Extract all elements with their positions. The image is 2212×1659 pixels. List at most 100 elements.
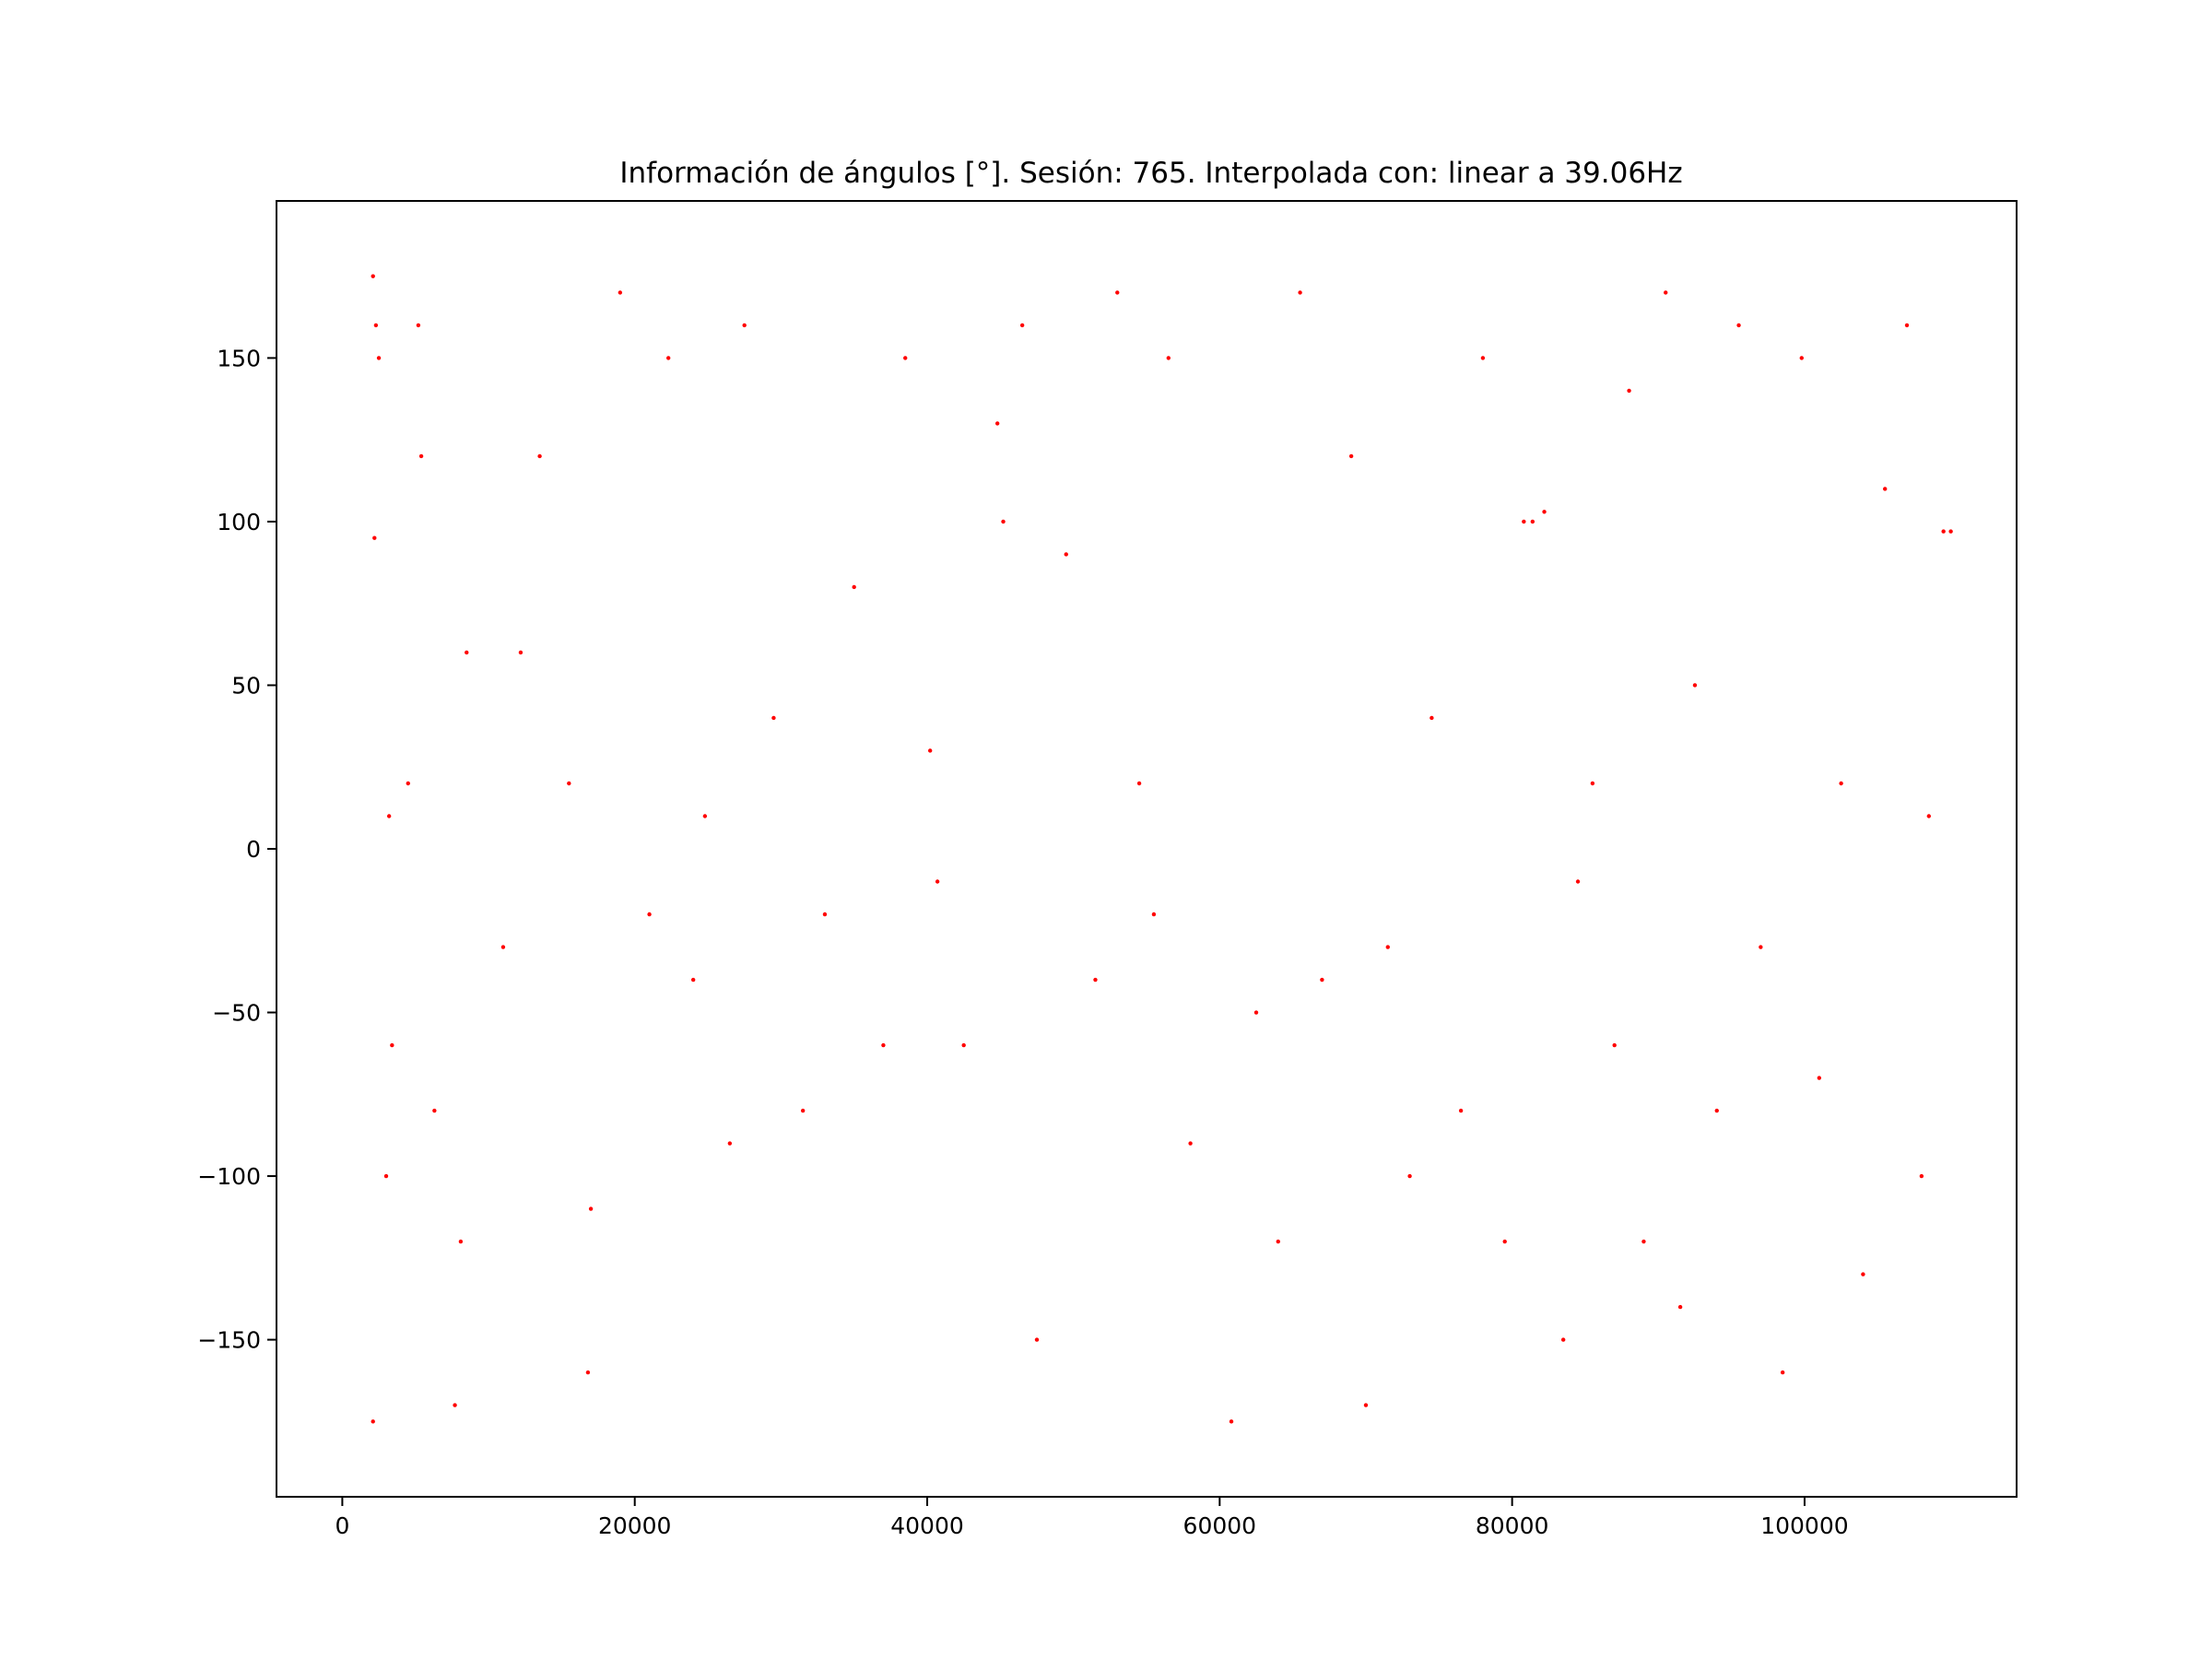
data-point [702, 814, 708, 818]
data-point [994, 421, 1000, 426]
data-point [1151, 912, 1157, 917]
data-point [386, 814, 392, 818]
data-point [727, 1141, 733, 1146]
data-point [567, 781, 571, 786]
data-point [1627, 388, 1631, 394]
data-point [1064, 552, 1068, 557]
data-point [1861, 1272, 1865, 1277]
x-tick-label: 0 [335, 1512, 349, 1539]
data-point [1560, 1337, 1566, 1342]
data-point [383, 1173, 389, 1179]
data-point [1839, 781, 1843, 786]
data-point [852, 584, 856, 590]
data-point [1641, 1239, 1646, 1244]
data-point [1458, 1108, 1464, 1113]
data-point [1093, 977, 1098, 982]
data-point [518, 650, 524, 655]
data-point [1188, 1141, 1193, 1146]
data-point [458, 1239, 464, 1244]
data-point [453, 1403, 457, 1407]
data-point [371, 274, 375, 278]
y-axis: 150 100 50 0 −50 −100 −150 [197, 345, 276, 1354]
y-tick-label: −50 [212, 1000, 261, 1027]
data-point [371, 1419, 375, 1424]
data-point [1799, 356, 1804, 360]
data-point [1502, 1239, 1507, 1244]
y-tick-label: −150 [197, 1327, 261, 1354]
x-tick-label: 100000 [1760, 1512, 1848, 1539]
data-point [1590, 781, 1595, 786]
chart-title: Información de ángulos [°]. Sesión: 765.… [619, 157, 1682, 190]
data-point [376, 356, 382, 360]
x-tick-label: 20000 [598, 1512, 672, 1539]
data-point [1034, 1337, 1040, 1342]
y-tick-label: 50 [231, 672, 261, 699]
data-point [1817, 1076, 1822, 1080]
data-point [1677, 1304, 1683, 1310]
data-point [1407, 1173, 1412, 1179]
data-point [1480, 356, 1486, 360]
data-point [1612, 1042, 1617, 1048]
data-point [1385, 945, 1390, 949]
data-point [1001, 519, 1006, 524]
data-point [418, 453, 424, 459]
data-point [618, 290, 623, 295]
data-point [1759, 945, 1763, 949]
data-point [903, 356, 908, 360]
x-tick-label: 40000 [890, 1512, 964, 1539]
data-point [1019, 323, 1025, 328]
data-point [1298, 290, 1302, 295]
data-point [742, 323, 747, 328]
data-point [432, 1108, 437, 1113]
data-point [822, 912, 828, 917]
y-tick-label: −100 [197, 1163, 261, 1190]
data-point [1166, 356, 1171, 360]
data-point [1115, 290, 1120, 295]
data-point [665, 356, 671, 360]
data-point [1780, 1370, 1785, 1375]
data-point [500, 945, 506, 949]
data-point [800, 1108, 806, 1113]
data-point [1530, 519, 1535, 524]
data-point [588, 1206, 594, 1211]
data-point [1919, 1173, 1924, 1179]
data-point [1348, 453, 1354, 459]
data-point [1320, 977, 1324, 982]
data-point [1941, 529, 1946, 534]
data-point [1736, 323, 1741, 328]
x-tick-label: 60000 [1183, 1512, 1257, 1539]
data-point [416, 323, 421, 328]
data-point [1883, 487, 1888, 491]
y-tick-label: 100 [217, 509, 261, 535]
data-point [881, 1042, 886, 1048]
data-point [1542, 510, 1547, 514]
data-point [390, 1042, 394, 1048]
data-point [1575, 879, 1581, 884]
data-point [961, 1042, 966, 1048]
data-point [585, 1370, 591, 1375]
x-axis: 0 20000 40000 60000 80000 100000 [335, 1497, 1849, 1539]
data-point [935, 879, 940, 884]
x-tick-label: 80000 [1476, 1512, 1549, 1539]
data-point [1714, 1108, 1719, 1113]
data-point [1229, 1419, 1234, 1424]
data-point [537, 453, 542, 459]
data-point [690, 977, 696, 982]
data-point [1664, 290, 1668, 295]
data-point [406, 781, 410, 786]
data-point [1926, 814, 1932, 818]
data-point [1363, 1403, 1369, 1407]
data-point [1692, 683, 1698, 688]
data-point [373, 323, 379, 328]
data-point [1136, 781, 1142, 786]
data-point [1430, 715, 1434, 721]
data-point [465, 650, 469, 655]
data-point [372, 535, 377, 540]
data-point [647, 912, 652, 917]
data-point [771, 715, 776, 721]
y-tick-label: 0 [246, 836, 261, 863]
data-point [1522, 519, 1526, 524]
y-tick-label: 150 [217, 345, 261, 371]
